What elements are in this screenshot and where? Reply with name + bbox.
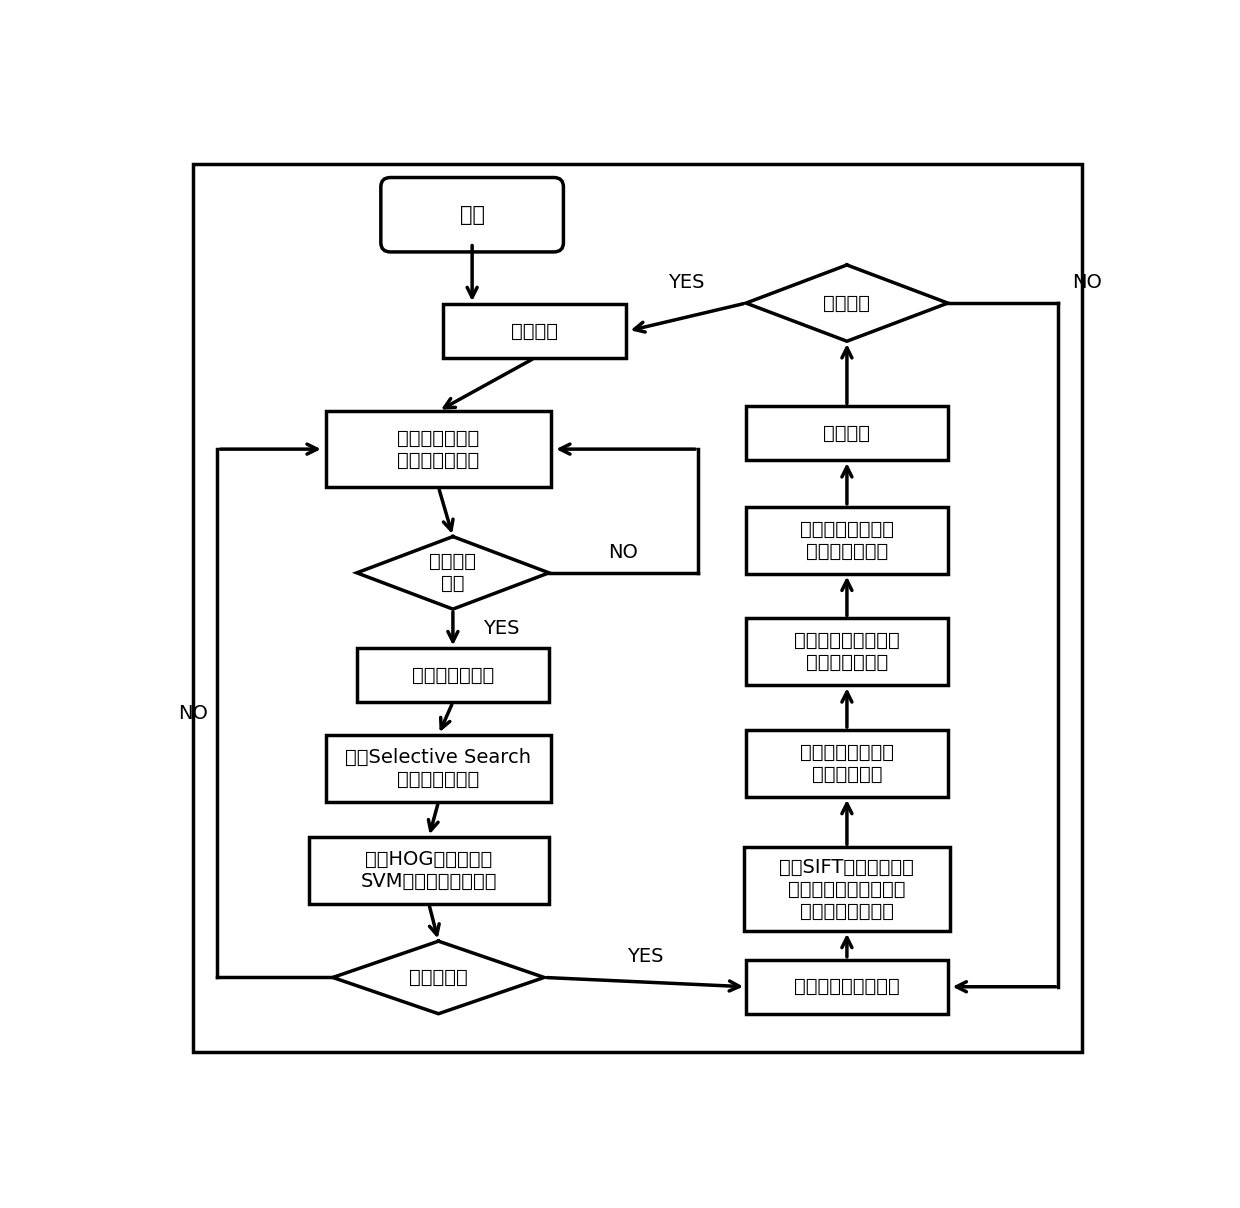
Text: NO: NO — [609, 542, 639, 562]
Text: 调整云台，变倍取图: 调整云台，变倍取图 — [794, 977, 900, 997]
Bar — [444, 304, 626, 358]
Bar — [309, 837, 549, 904]
Bar — [744, 847, 950, 931]
Polygon shape — [332, 941, 544, 1014]
Polygon shape — [357, 536, 549, 609]
Text: 信息获取
完成: 信息获取 完成 — [429, 552, 476, 593]
Text: 提取不同种类刻度
线和指针的位置: 提取不同种类刻度 线和指针的位置 — [800, 519, 894, 561]
Text: 调整云台，取图: 调整云台，取图 — [412, 666, 494, 685]
Text: NO: NO — [1073, 273, 1102, 292]
Text: 开始: 开始 — [460, 204, 485, 225]
Bar — [746, 618, 947, 685]
Text: 机器人获取相关
的空间坐标信息: 机器人获取相关 的空间坐标信息 — [397, 429, 480, 470]
Bar — [326, 411, 552, 487]
Text: YES: YES — [482, 620, 520, 638]
Text: 找到指针旋转中心，
进行极坐标变换: 找到指针旋转中心， 进行极坐标变换 — [794, 632, 900, 673]
Bar — [357, 649, 549, 702]
Bar — [746, 406, 947, 460]
Text: 云台复位: 云台复位 — [511, 321, 558, 341]
Bar — [326, 734, 552, 802]
Text: 读数成功: 读数成功 — [823, 294, 870, 313]
Text: 检测到仪表: 检测到仪表 — [409, 968, 467, 987]
Text: NO: NO — [179, 704, 208, 722]
Text: 利用SIFT特征点匹配方
法，建立图片到标准仪
表表盘的变换关系: 利用SIFT特征点匹配方 法，建立图片到标准仪 表表盘的变换关系 — [780, 858, 914, 920]
Bar — [746, 730, 947, 797]
Text: 在标准仪表表盘图
像上重建指针: 在标准仪表表盘图 像上重建指针 — [800, 743, 894, 784]
Polygon shape — [746, 265, 947, 341]
Text: YES: YES — [667, 273, 704, 292]
Text: 使用Selective Search
提取仪表候选框: 使用Selective Search 提取仪表候选框 — [346, 748, 532, 789]
Text: 提取HOG特征，利用
SVM模型预测仪表位置: 提取HOG特征，利用 SVM模型预测仪表位置 — [361, 850, 497, 892]
FancyBboxPatch shape — [381, 178, 563, 252]
Text: 读取示数: 读取示数 — [823, 424, 870, 443]
Text: YES: YES — [627, 947, 663, 966]
Bar — [746, 507, 947, 574]
Bar — [746, 960, 947, 1014]
